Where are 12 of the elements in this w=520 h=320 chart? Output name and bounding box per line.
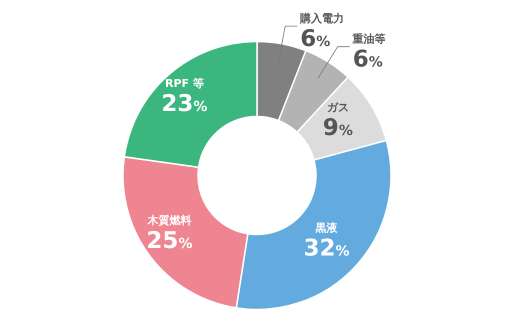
slice-label: 重油等 bbox=[352, 32, 386, 46]
slice-label: ガス bbox=[326, 100, 349, 114]
slice-label: RPF 等 bbox=[164, 76, 204, 90]
data-label: 6% bbox=[352, 46, 383, 73]
data-label: 9% bbox=[322, 114, 353, 141]
slice-label: 木質燃料 bbox=[146, 214, 192, 227]
slice-label: 黒液 bbox=[314, 221, 339, 234]
slice-label: 購入電力 bbox=[299, 12, 344, 26]
data-label: 23% bbox=[161, 90, 208, 117]
data-label: 6% bbox=[300, 26, 330, 52]
data-label: 32% bbox=[304, 235, 350, 262]
data-label: 25% bbox=[146, 228, 192, 254]
